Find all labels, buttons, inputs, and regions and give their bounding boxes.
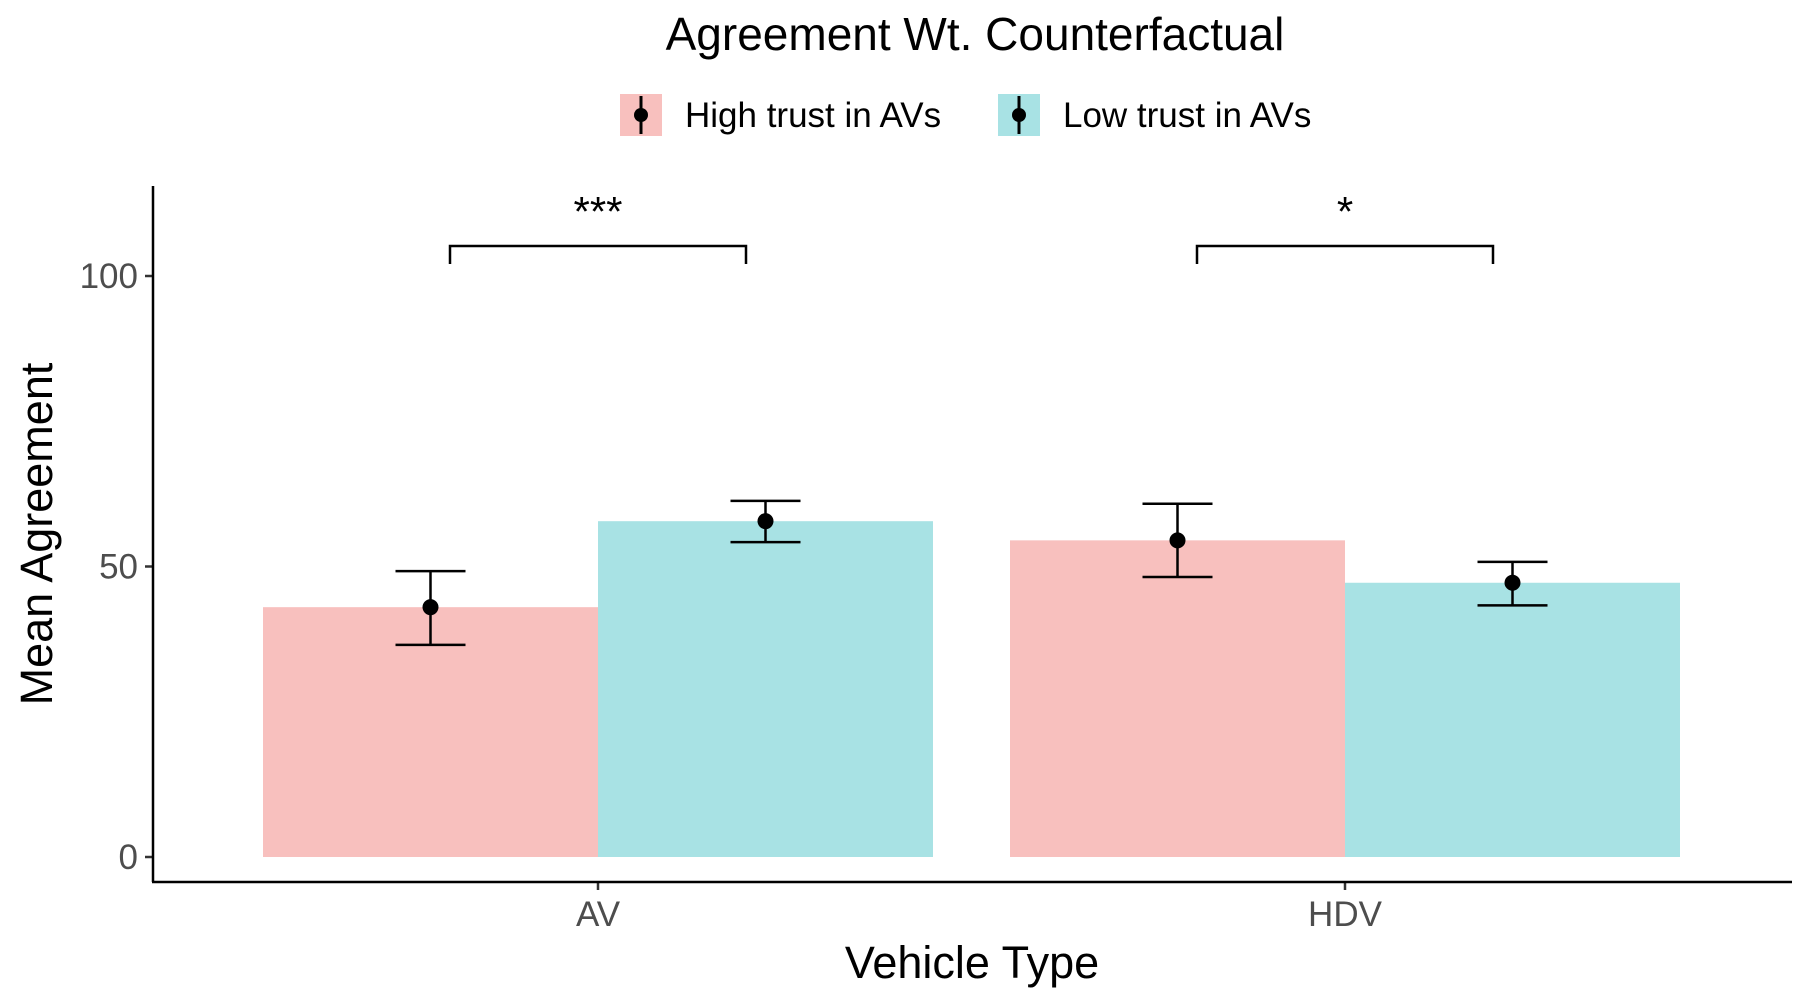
significance-label: * bbox=[1337, 188, 1353, 235]
significance-bracket bbox=[1195, 244, 1495, 264]
chart-title: Agreement Wt. Counterfactual bbox=[666, 8, 1285, 60]
legend-item-high-trust: High trust in AVs bbox=[620, 94, 941, 136]
significance-label: *** bbox=[573, 188, 622, 235]
x-axis-title: Vehicle Type bbox=[845, 937, 1099, 988]
bar bbox=[1345, 582, 1680, 857]
legend-point-low-trust bbox=[1012, 108, 1026, 122]
y-tick-label: 100 bbox=[80, 257, 138, 296]
y-tick-label: 0 bbox=[119, 838, 138, 877]
mean-point bbox=[1169, 532, 1186, 549]
bar bbox=[598, 521, 933, 857]
y-tick-label: 50 bbox=[99, 548, 138, 587]
legend-point-high-trust bbox=[634, 108, 648, 122]
legend-label-low-trust: Low trust in AVs bbox=[1063, 96, 1311, 135]
bar bbox=[1010, 540, 1345, 857]
mean-point bbox=[757, 513, 774, 530]
legend-label-high-trust: High trust in AVs bbox=[685, 96, 941, 135]
y-axis-title: Mean Agreement bbox=[11, 362, 62, 705]
x-tick-label: HDV bbox=[1308, 895, 1383, 934]
legend: High trust in AVs Low trust in AVs bbox=[620, 94, 1311, 136]
legend-item-low-trust: Low trust in AVs bbox=[998, 94, 1311, 136]
mean-point bbox=[422, 599, 439, 616]
x-tick-label: AV bbox=[576, 895, 621, 934]
mean-point bbox=[1504, 574, 1521, 591]
bar bbox=[263, 607, 598, 857]
significance-bracket bbox=[448, 244, 748, 264]
